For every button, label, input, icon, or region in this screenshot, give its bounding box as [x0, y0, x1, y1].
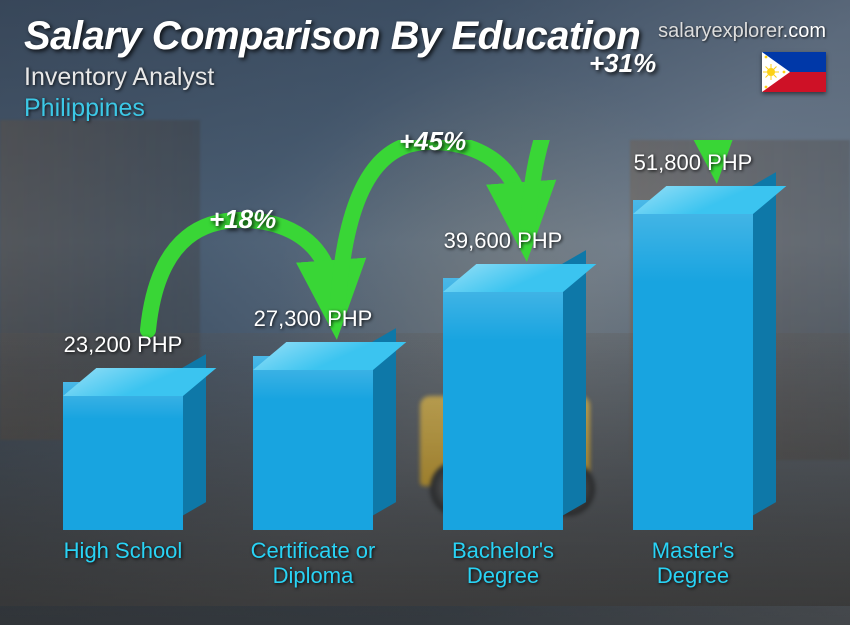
- percent-increase-label: +31%: [589, 48, 656, 79]
- bar: [633, 200, 753, 530]
- bar: [443, 278, 563, 530]
- brand-label: salaryexplorer.com: [658, 20, 826, 43]
- country-flag-icon: [762, 52, 826, 92]
- bar: [63, 382, 183, 530]
- brand-domain: .com: [783, 20, 826, 42]
- category-label: Bachelor'sDegree: [413, 538, 593, 589]
- value-label: 23,200 PHP: [48, 332, 198, 358]
- value-label: 51,800 PHP: [618, 150, 768, 176]
- country-name: Philippines: [24, 94, 826, 123]
- category-label: Master'sDegree: [603, 538, 783, 589]
- brand-name: salaryexplorer: [658, 20, 783, 42]
- category-label: Certificate orDiploma: [223, 538, 403, 589]
- percent-increase-label: +45%: [399, 126, 466, 157]
- bar-chart: 23,200 PHPHigh School27,300 PHPCertifica…: [40, 140, 790, 586]
- job-title: Inventory Analyst: [24, 63, 826, 92]
- category-label: High School: [33, 538, 213, 563]
- value-label: 27,300 PHP: [238, 306, 388, 332]
- percent-increase-label: +18%: [209, 204, 276, 235]
- bar: [253, 356, 373, 530]
- value-label: 39,600 PHP: [428, 228, 578, 254]
